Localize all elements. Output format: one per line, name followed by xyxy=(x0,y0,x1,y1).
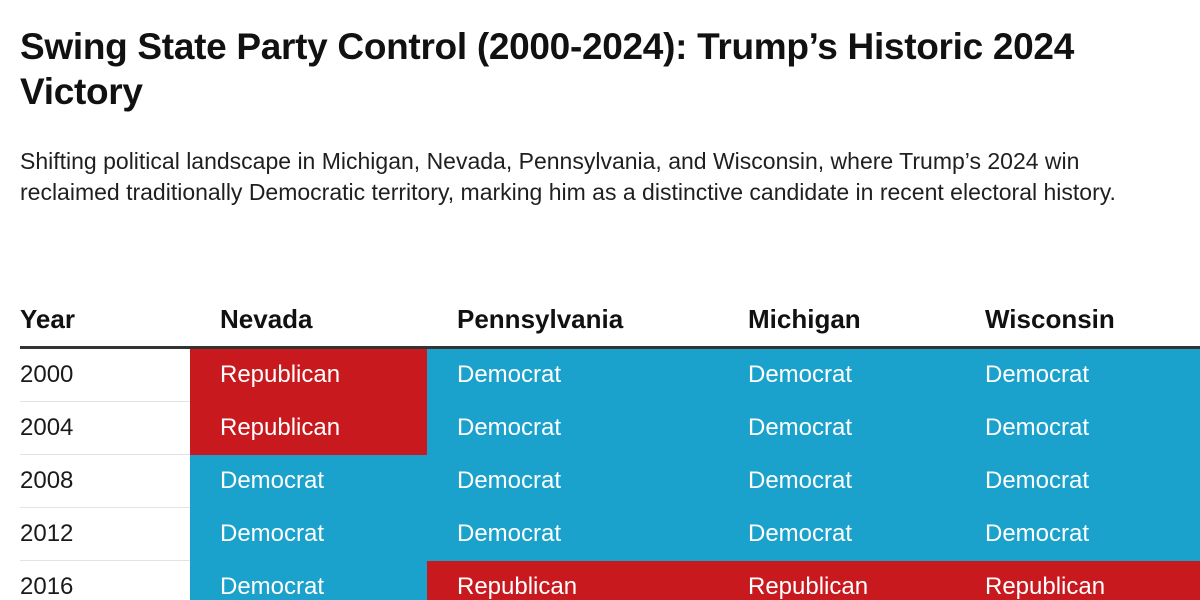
party-cell-pennsylvania: Republican xyxy=(427,560,718,600)
party-cell-nevada: Democrat xyxy=(190,560,427,600)
party-cell-pennsylvania: Democrat xyxy=(427,401,718,455)
party-cell-wisconsin: Democrat xyxy=(955,454,1200,508)
party-cell-nevada: Democrat xyxy=(190,454,427,508)
year-cell: 2000 xyxy=(20,347,190,402)
column-header-nevada: Nevada xyxy=(190,292,427,349)
column-header-year: Year xyxy=(20,292,190,349)
table-row: 2008 Democrat Democrat Democrat Democrat xyxy=(20,454,1200,508)
party-cell-wisconsin: Democrat xyxy=(955,401,1200,455)
chart-title: Swing State Party Control (2000-2024): T… xyxy=(20,26,1074,112)
column-header-michigan: Michigan xyxy=(718,292,955,349)
party-cell-michigan: Republican xyxy=(718,560,955,600)
party-cell-michigan: Democrat xyxy=(718,401,955,455)
party-cell-nevada: Republican xyxy=(190,347,427,402)
party-control-table: Year Nevada Pennsylvania Michigan Wiscon… xyxy=(20,292,1200,600)
year-cell: 2012 xyxy=(20,507,190,561)
party-cell-pennsylvania: Democrat xyxy=(427,347,718,402)
party-cell-wisconsin: Democrat xyxy=(955,507,1200,561)
party-cell-pennsylvania: Democrat xyxy=(427,454,718,508)
party-cell-nevada: Democrat xyxy=(190,507,427,561)
year-cell: 2004 xyxy=(20,401,190,455)
table-row: 2016 Democrat Republican Republican Republic… xyxy=(20,560,1200,600)
table-body: 2000 Republican Democrat Democrat Democrat 20… xyxy=(20,347,1200,600)
table-header-row: Year Nevada Pennsylvania Michigan Wiscon… xyxy=(20,292,1200,349)
year-cell: 2016 xyxy=(20,560,190,600)
party-cell-wisconsin: Democrat xyxy=(955,347,1200,402)
party-cell-wisconsin: Republican xyxy=(955,560,1200,600)
party-cell-michigan: Democrat xyxy=(718,454,955,508)
party-cell-michigan: Democrat xyxy=(718,347,955,402)
party-cell-michigan: Democrat xyxy=(718,507,955,561)
table-row: 2000 Republican Democrat Democrat Democrat xyxy=(20,347,1200,402)
year-cell: 2008 xyxy=(20,454,190,508)
table-row: 2012 Democrat Democrat Democrat Democrat xyxy=(20,507,1200,561)
table-row: 2004 Republican Democrat Democrat Democrat xyxy=(20,401,1200,455)
column-header-pennsylvania: Pennsylvania xyxy=(427,292,718,349)
party-cell-pennsylvania: Democrat xyxy=(427,507,718,561)
column-header-wisconsin: Wisconsin xyxy=(955,292,1200,349)
chart-subtitle: Shifting political landscape in Michigan… xyxy=(20,148,1116,205)
party-cell-nevada: Republican xyxy=(190,401,427,455)
